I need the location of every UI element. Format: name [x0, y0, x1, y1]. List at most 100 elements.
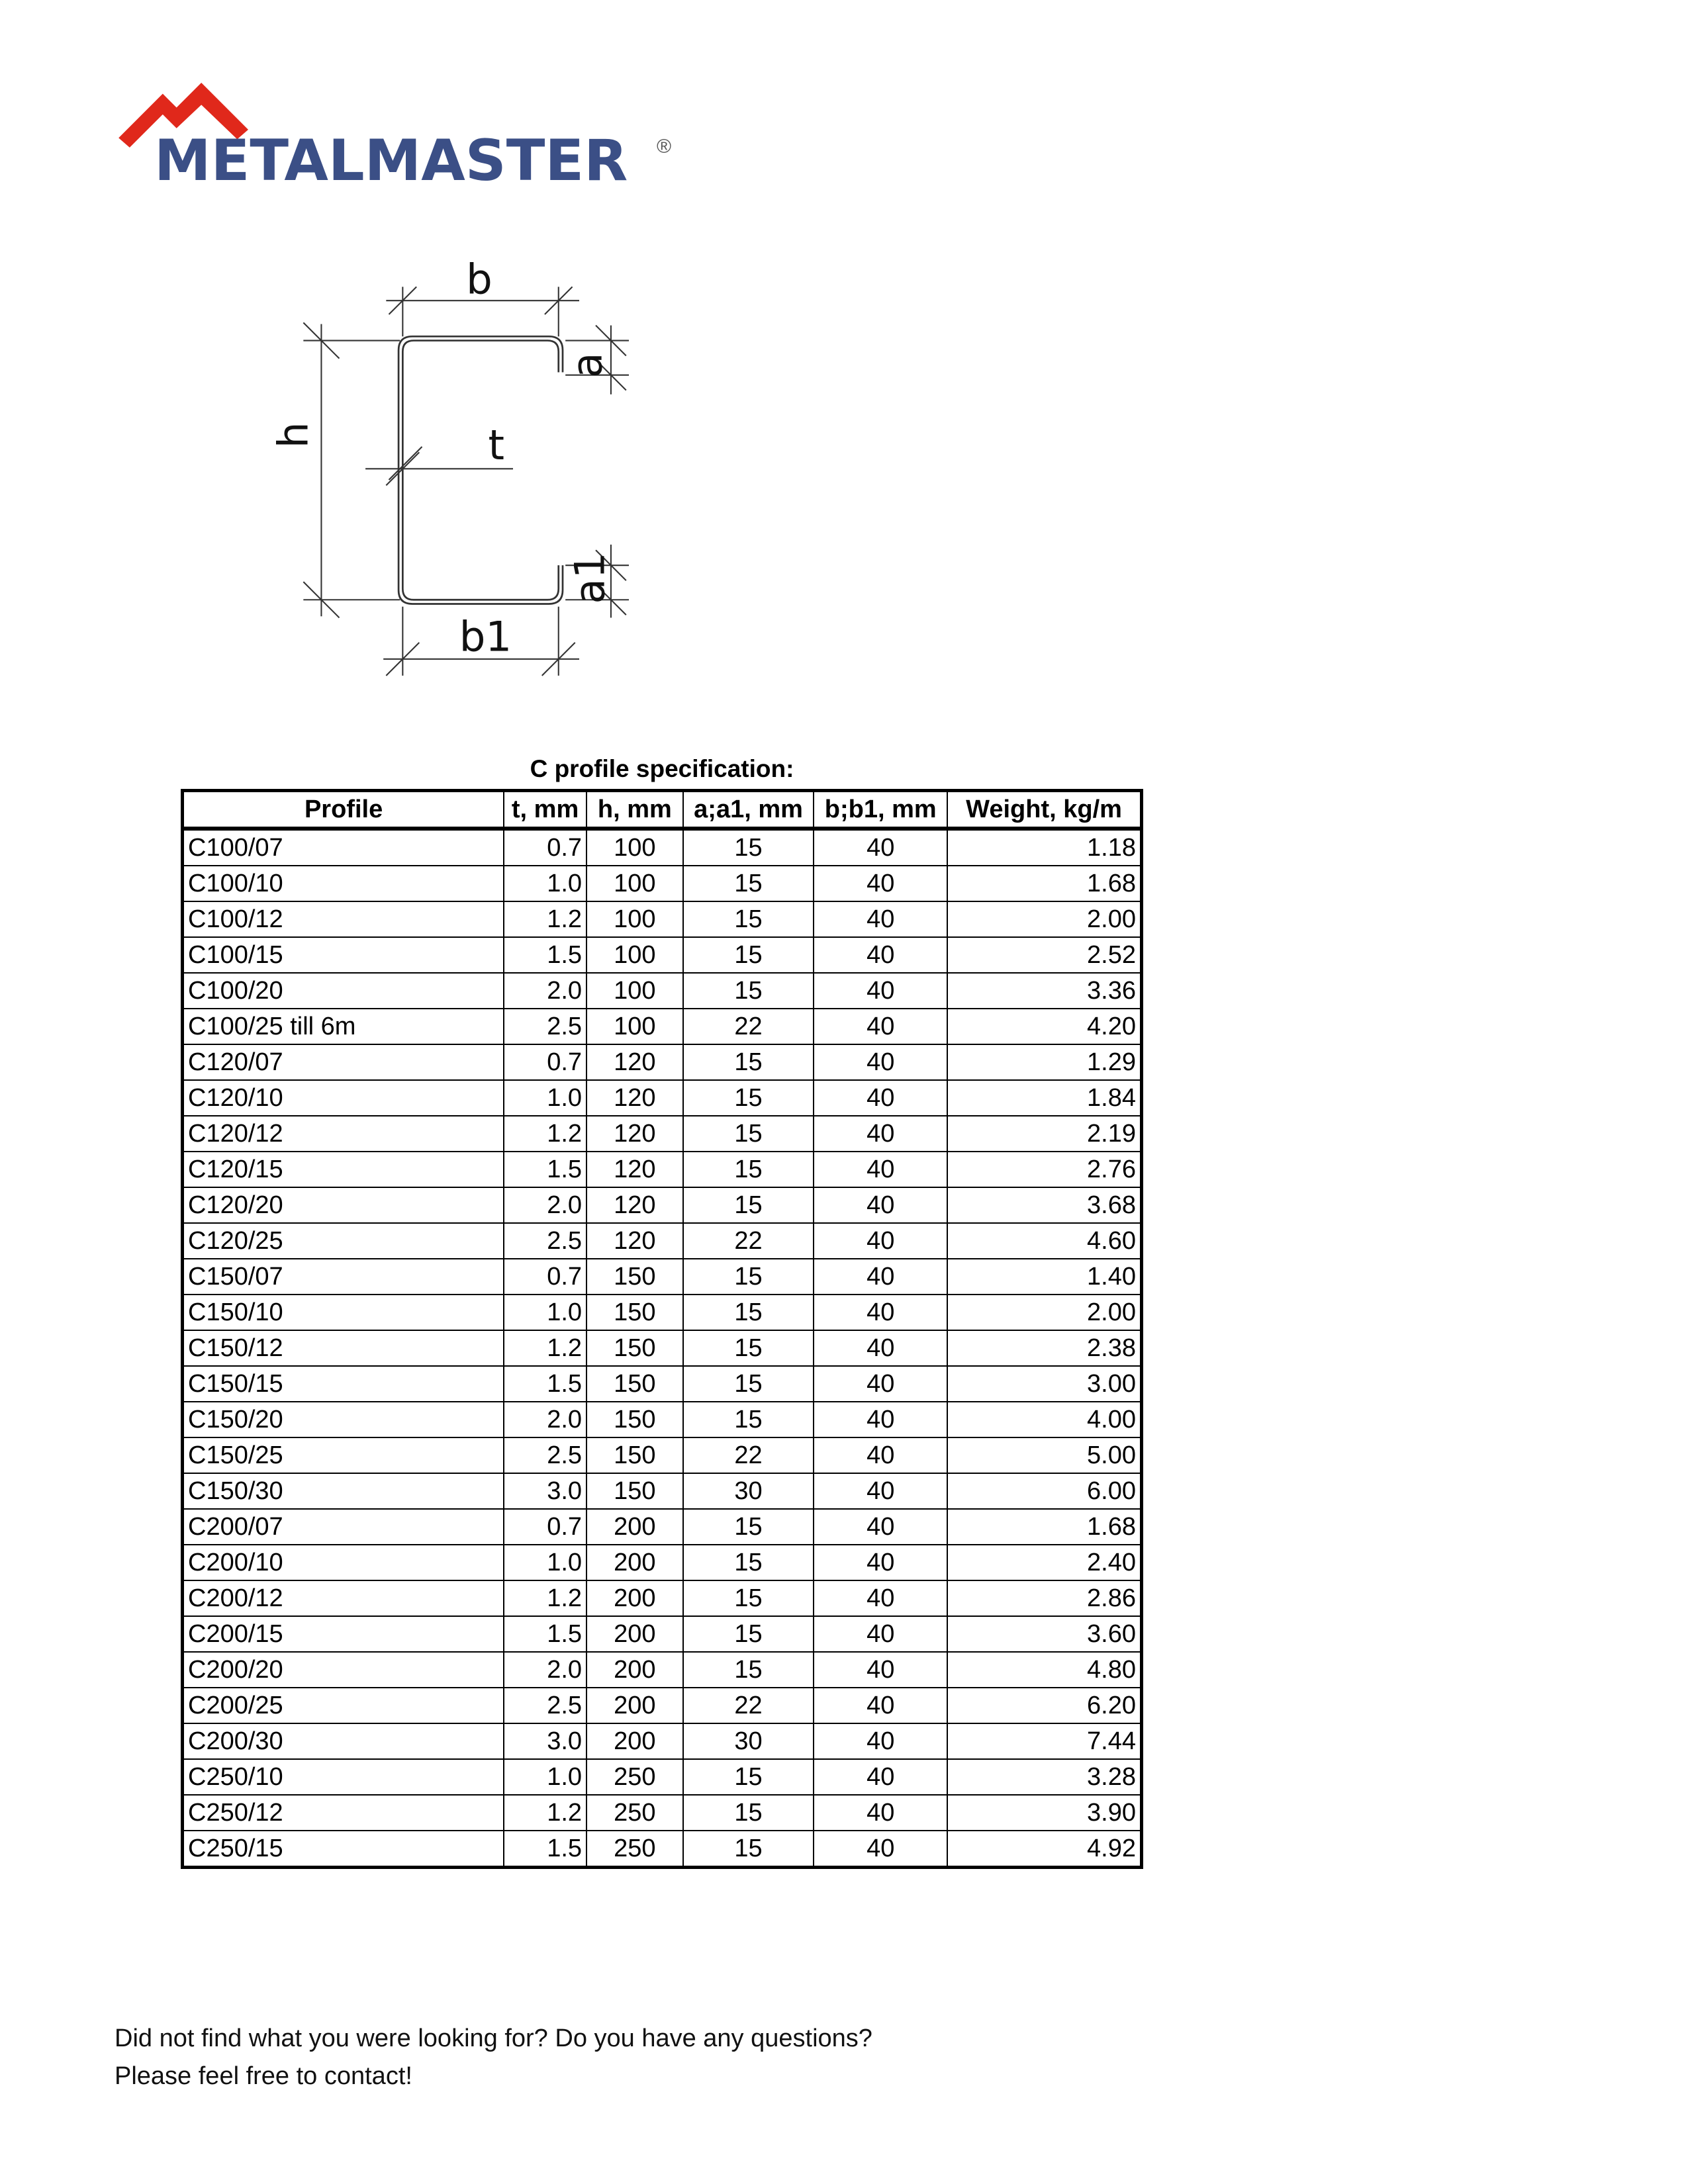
- table-cell: 15: [682, 1294, 815, 1331]
- table-cell: 5.00: [947, 1437, 1143, 1474]
- table-cell: C250/12: [181, 1794, 505, 1831]
- table-cell: 100: [586, 865, 684, 902]
- table-cell: 1.0: [503, 1758, 588, 1796]
- logo-roof-icon: [118, 83, 248, 148]
- table-cell: 1.40: [947, 1258, 1143, 1295]
- table-cell: C150/25: [181, 1437, 505, 1474]
- c-profile-outline-inner: [401, 340, 560, 601]
- table-cell: 2.76: [947, 1151, 1143, 1188]
- table-cell: 0.7: [503, 1044, 588, 1081]
- table-row: C120/12 1.2 120 15 40 2.19: [181, 1115, 1143, 1152]
- table-cell: 3.28: [947, 1758, 1143, 1796]
- table-row: C200/30 3.0 200 30 40 7.44: [181, 1723, 1143, 1760]
- table-row: C200/20 2.0 200 15 40 4.80: [181, 1651, 1143, 1688]
- table-cell: 200: [586, 1544, 684, 1581]
- table-cell: 15: [682, 828, 815, 866]
- table-cell: C150/15: [181, 1365, 505, 1402]
- table-cell: 1.5: [503, 1365, 588, 1402]
- table-cell: C200/15: [181, 1615, 505, 1653]
- table-cell: C100/12: [181, 901, 505, 938]
- table-cell: C200/30: [181, 1723, 505, 1760]
- table-cell: 6.20: [947, 1687, 1143, 1724]
- table-cell: 2.00: [947, 1294, 1143, 1331]
- table-cell: 1.2: [503, 1580, 588, 1617]
- table-cell: C100/10: [181, 865, 505, 902]
- table-cell: 2.00: [947, 901, 1143, 938]
- table-cell: 1.68: [947, 1508, 1143, 1545]
- table-row: C150/07 0.7 150 15 40 1.40: [181, 1258, 1143, 1295]
- table-cell: 15: [682, 865, 815, 902]
- table-cell: 120: [586, 1079, 684, 1116]
- table-cell: 2.0: [503, 972, 588, 1009]
- table-cell: C200/07: [181, 1508, 505, 1545]
- table-cell: 2.86: [947, 1580, 1143, 1617]
- spec-table: Profile t, mm h, mm a;a1, mm b;b1, mm Weight,…: [181, 789, 1143, 1869]
- logo-text: METALMASTER: [154, 128, 628, 194]
- table-row: C100/07 0.7 100 15 40 1.18: [181, 828, 1143, 866]
- table-cell: 3.36: [947, 972, 1143, 1009]
- table-cell: 15: [682, 901, 815, 938]
- table-row: C150/25 2.5 150 22 40 5.00: [181, 1437, 1143, 1474]
- table-cell: C120/15: [181, 1151, 505, 1188]
- table-cell: 2.5: [503, 1437, 588, 1474]
- table-cell: 120: [586, 1222, 684, 1259]
- table-cell: 1.84: [947, 1079, 1143, 1116]
- table-cell: C250/15: [181, 1830, 505, 1868]
- table-cell: 6.00: [947, 1473, 1143, 1510]
- table-cell: 0.7: [503, 828, 588, 866]
- column-header: Profile: [181, 790, 505, 831]
- table-cell: 40: [813, 936, 949, 974]
- table-cell: C150/12: [181, 1330, 505, 1367]
- table-row: C120/25 2.5 120 22 40 4.60: [181, 1222, 1143, 1259]
- table-cell: 15: [682, 936, 815, 974]
- table-row: C150/20 2.0 150 15 40 4.00: [181, 1401, 1143, 1438]
- dimension-t: [365, 446, 513, 486]
- table-cell: 3.0: [503, 1723, 588, 1760]
- table-row: C100/10 1.0 100 15 40 1.68: [181, 865, 1143, 902]
- table-row: C120/15 1.5 120 15 40 2.76: [181, 1151, 1143, 1188]
- table-cell: 40: [813, 901, 949, 938]
- table-cell: 40: [813, 1365, 949, 1402]
- table-cell: 150: [586, 1401, 684, 1438]
- table-row: C150/15 1.5 150 15 40 3.00: [181, 1365, 1143, 1402]
- table-cell: 2.0: [503, 1401, 588, 1438]
- table-row: C100/20 2.0 100 15 40 3.36: [181, 972, 1143, 1009]
- table-cell: 2.5: [503, 1687, 588, 1724]
- table-cell: 40: [813, 1008, 949, 1045]
- table-cell: 15: [682, 1544, 815, 1581]
- table-row: C120/10 1.0 120 15 40 1.84: [181, 1079, 1143, 1116]
- table-row: C150/12 1.2 150 15 40 2.38: [181, 1330, 1143, 1367]
- table-cell: 1.0: [503, 865, 588, 902]
- table-cell: 1.2: [503, 901, 588, 938]
- table-cell: 7.44: [947, 1723, 1143, 1760]
- table-cell: 0.7: [503, 1508, 588, 1545]
- table-cell: 30: [682, 1723, 815, 1760]
- table-cell: 40: [813, 1044, 949, 1081]
- table-row: C120/07 0.7 120 15 40 1.29: [181, 1044, 1143, 1081]
- c-profile-outline-outer: [397, 335, 564, 605]
- table-row: C200/25 2.5 200 22 40 6.20: [181, 1687, 1143, 1724]
- table-cell: C150/07: [181, 1258, 505, 1295]
- table-cell: 4.80: [947, 1651, 1143, 1688]
- table-cell: 40: [813, 1079, 949, 1116]
- table-cell: 200: [586, 1508, 684, 1545]
- table-cell: 22: [682, 1008, 815, 1045]
- label-t: t: [489, 421, 505, 469]
- table-cell: 100: [586, 972, 684, 1009]
- label-a: a: [563, 353, 611, 378]
- table-cell: 40: [813, 865, 949, 902]
- table-row: C100/25 till 6m 2.5 100 22 40 4.20: [181, 1008, 1143, 1045]
- table-cell: 2.5: [503, 1008, 588, 1045]
- table-cell: 150: [586, 1294, 684, 1331]
- table-cell: 4.00: [947, 1401, 1143, 1438]
- table-cell: C200/10: [181, 1544, 505, 1581]
- table-cell: 250: [586, 1758, 684, 1796]
- table-cell: 3.00: [947, 1365, 1143, 1402]
- table-cell: 100: [586, 1008, 684, 1045]
- label-h: h: [269, 422, 318, 448]
- table-cell: 0.7: [503, 1258, 588, 1295]
- table-row: C200/07 0.7 200 15 40 1.68: [181, 1508, 1143, 1545]
- table-cell: 15: [682, 1258, 815, 1295]
- table-cell: 22: [682, 1222, 815, 1259]
- table-cell: 15: [682, 1330, 815, 1367]
